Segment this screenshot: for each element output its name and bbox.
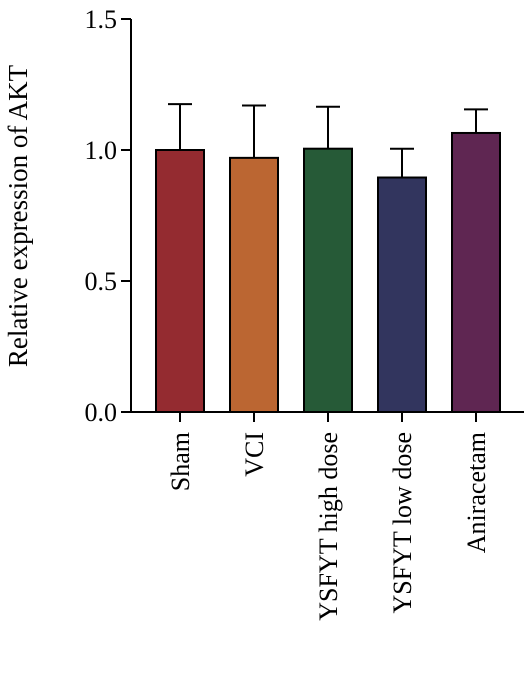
x-category-label: Aniracetam xyxy=(462,432,491,553)
bar-ysfyt-low-dose xyxy=(377,176,427,413)
bar-sham xyxy=(155,149,205,413)
error-bars xyxy=(168,103,488,178)
x-category-label: Sham xyxy=(166,432,195,491)
error-bar xyxy=(316,105,340,149)
error-bar xyxy=(390,147,414,178)
bars xyxy=(155,131,501,413)
y-tick-label: 1.0 xyxy=(85,136,118,165)
y-tick-label: 0.0 xyxy=(85,398,118,427)
x-category-label: YSFYT low dose xyxy=(388,432,417,614)
y-axis-ticks: 0.0 0.5 1.0 1.5 xyxy=(85,5,131,427)
y-axis-label: Relative expression of AKT xyxy=(3,64,33,367)
x-axis-category-labels: Sham VCI YSFYT high dose YSFYT low dose Anir… xyxy=(166,412,491,621)
bar-ysfyt-high-dose xyxy=(303,147,353,413)
x-category-label: VCI xyxy=(240,432,269,477)
bar-vci xyxy=(229,156,279,413)
error-bar xyxy=(464,108,488,133)
error-bar xyxy=(242,104,266,158)
x-category-label: YSFYT high dose xyxy=(314,432,343,621)
error-bar xyxy=(168,103,192,150)
y-tick-label: 0.5 xyxy=(85,267,118,296)
bar-aniracetam xyxy=(451,131,501,413)
y-tick-label: 1.5 xyxy=(85,5,118,34)
